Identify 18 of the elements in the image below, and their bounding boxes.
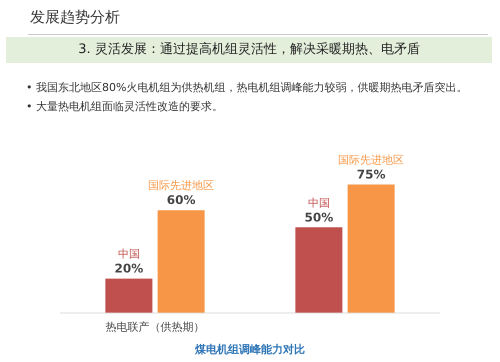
text: 煤电机组调峰能力对比 bbox=[194, 342, 306, 357]
chart-subtitle: 3. 灵活发展：通过提高机组灵活性，解决采暖期热、电矛盾 bbox=[6, 37, 492, 63]
data-label: 20% bbox=[114, 262, 144, 276]
bar bbox=[105, 278, 152, 313]
series-label: 国际先进地区 bbox=[148, 179, 214, 192]
bar bbox=[158, 210, 205, 313]
bar bbox=[348, 184, 395, 313]
x-tick-label: 热电联产（供热期） bbox=[106, 320, 204, 334]
bar bbox=[295, 227, 342, 313]
data-label: 50% bbox=[304, 210, 334, 224]
text: 中国 bbox=[308, 196, 330, 210]
chart-title: 发展趋势分析 bbox=[30, 8, 120, 27]
text: • 大量热电机组面临灵活性改造的要求。 bbox=[26, 99, 224, 115]
series-label: 中国 bbox=[118, 248, 140, 261]
text: • 我国东北地区80%火电机组为供热机组，热电机组调峰能力较弱，供暖期热电矛盾突出。 bbox=[26, 80, 468, 96]
data-label: 75% bbox=[356, 168, 386, 182]
data-label: 60% bbox=[166, 193, 196, 208]
text: 国际先进地区 bbox=[338, 154, 404, 167]
